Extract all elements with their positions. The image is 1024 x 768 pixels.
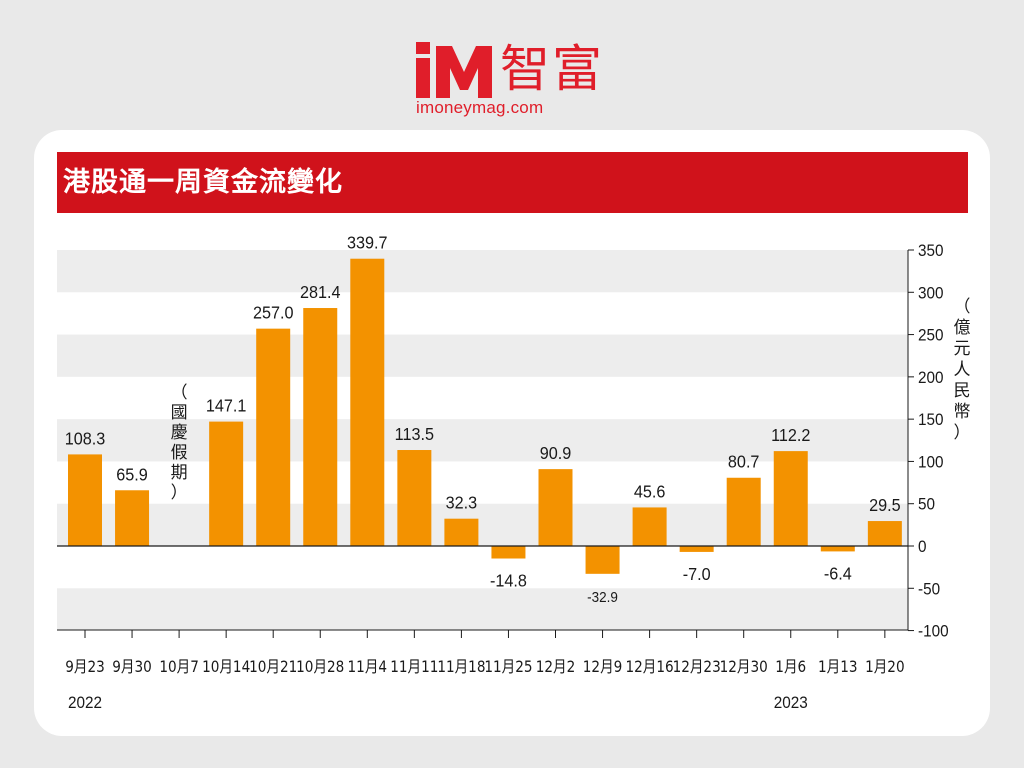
bar <box>256 328 291 546</box>
grid-band <box>57 588 908 631</box>
y-axis-label-char: 幣 <box>954 402 971 422</box>
bar <box>350 258 385 546</box>
bar <box>491 546 526 559</box>
x-tick-label: 11月25 <box>484 658 532 676</box>
bar <box>867 521 902 546</box>
y-axis-label-char: 元 <box>954 339 971 359</box>
data-label: -14.8 <box>490 571 527 591</box>
x-tick-label: 11月4 <box>348 658 388 676</box>
data-label: 65.9 <box>116 465 148 485</box>
bar <box>679 546 714 552</box>
bar <box>726 477 761 546</box>
annotation-char: ） <box>171 483 188 503</box>
data-label: 257.0 <box>253 303 294 323</box>
y-tick-label: 250 <box>918 326 944 345</box>
data-label: 45.6 <box>634 482 666 502</box>
x-tick-label: 10月28 <box>296 658 344 676</box>
y-axis-label-char: 億 <box>954 318 971 338</box>
x-tick-label: 12月30 <box>720 658 768 676</box>
data-label: 113.5 <box>395 424 434 444</box>
x-tick-label: 12月16 <box>626 658 674 676</box>
bar <box>397 450 432 546</box>
bar <box>444 518 479 546</box>
data-label: 147.1 <box>206 396 247 416</box>
x-tick-label: 11月18 <box>437 658 485 676</box>
annotation-char: 國 <box>171 403 188 423</box>
logo-chinese-text: 智富 <box>500 40 604 98</box>
data-label: 32.3 <box>446 493 478 513</box>
y-tick-label: 300 <box>918 284 944 303</box>
bar <box>585 546 620 574</box>
x-tick-label: 10月14 <box>202 658 250 676</box>
grid-band <box>57 250 908 293</box>
bar <box>68 454 102 546</box>
grid-band <box>57 334 908 377</box>
annotation-char: 假 <box>171 443 188 463</box>
y-tick-label: 200 <box>918 368 944 387</box>
y-tick-label: 350 <box>918 241 944 260</box>
im-logo-mark <box>416 42 492 98</box>
x-tick-label: 9月30 <box>112 658 152 676</box>
data-label: -32.9 <box>587 589 618 606</box>
y-tick-label: 150 <box>918 410 944 429</box>
x-tick-label: 1月6 <box>775 658 806 676</box>
logo: 智富 imoneymag.com <box>414 38 614 120</box>
annotation-char: （ <box>171 383 188 403</box>
x-tick-label: 12月23 <box>673 658 721 676</box>
y-tick-label: 50 <box>918 495 935 514</box>
y-tick-label: 0 <box>918 537 927 556</box>
data-label: 29.5 <box>869 495 901 515</box>
data-label: -7.0 <box>683 564 711 584</box>
y-axis-label-char: 民 <box>954 381 971 401</box>
page-title: 港股通一周資金流變化 <box>63 167 343 198</box>
grid-band <box>57 503 908 546</box>
y-tick-label: -50 <box>918 580 940 599</box>
year-label: 2023 <box>774 693 808 712</box>
bar <box>632 507 667 546</box>
data-label: -6.4 <box>824 564 852 584</box>
bar <box>115 490 150 546</box>
x-tick-label: 12月9 <box>583 658 623 676</box>
bar <box>538 469 573 546</box>
x-tick-label: 1月20 <box>865 658 905 676</box>
bar <box>303 308 338 546</box>
year-label: 2022 <box>68 693 102 712</box>
bar <box>773 451 808 546</box>
data-label: 112.2 <box>771 425 810 445</box>
y-tick-label: -100 <box>918 622 949 641</box>
annotation-char: 期 <box>171 463 188 483</box>
y-tick-label: 100 <box>918 453 944 472</box>
x-tick-label: 12月2 <box>536 658 576 676</box>
data-label: 108.3 <box>65 429 106 449</box>
title-banner: 港股通一周資金流變化 <box>57 152 968 213</box>
y-axis-label-char: ） <box>954 423 971 443</box>
annotation-char: 慶 <box>171 423 188 443</box>
x-tick-label: 10月21 <box>249 658 297 676</box>
data-label: 80.7 <box>728 452 760 472</box>
logo-url-text: imoneymag.com <box>416 98 544 117</box>
data-label: 281.4 <box>300 282 341 302</box>
x-tick-label: 11月11 <box>390 658 438 676</box>
data-label: 90.9 <box>540 443 572 463</box>
y-axis-label-char: （ <box>954 297 971 317</box>
x-tick-label: 9月23 <box>65 658 105 676</box>
x-tick-label: 10月7 <box>159 658 199 676</box>
data-label: 339.7 <box>347 233 388 253</box>
x-tick-label: 1月13 <box>818 658 858 676</box>
bar <box>820 546 855 552</box>
grid-band <box>57 419 908 462</box>
y-axis-label-char: 人 <box>954 360 971 380</box>
bar <box>209 421 244 546</box>
